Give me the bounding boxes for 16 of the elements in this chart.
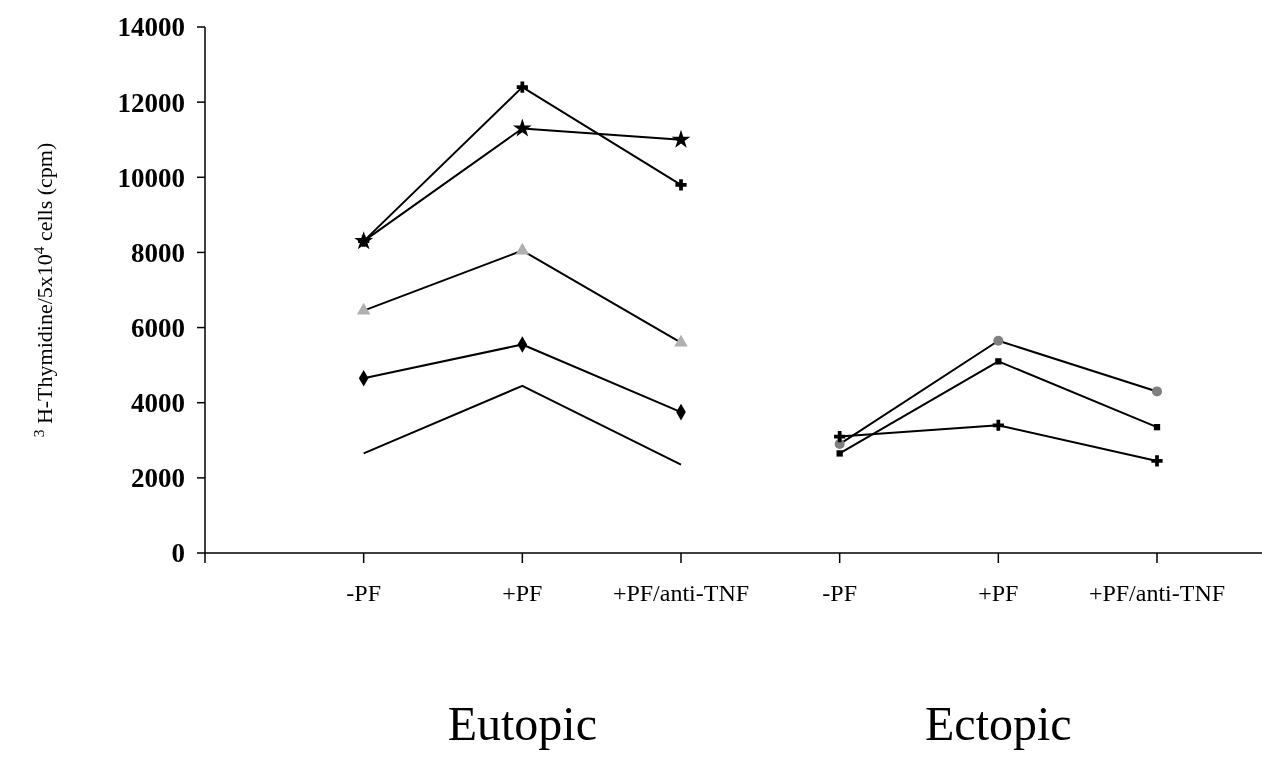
text: Ectopic bbox=[925, 697, 1072, 750]
x-tick-label: -PF bbox=[346, 580, 382, 607]
x-tick-label: -PF bbox=[822, 580, 858, 607]
y-tick-label: 6000 bbox=[131, 313, 185, 344]
text: Eutopic bbox=[447, 697, 597, 750]
y-tick-label: 10000 bbox=[117, 162, 185, 193]
y-tick-label: 12000 bbox=[117, 87, 185, 118]
x-tick-label: +PF bbox=[978, 580, 1019, 607]
x-tick-label: +PF/anti-TNF bbox=[612, 580, 750, 607]
y-tick-label: 8000 bbox=[131, 237, 185, 268]
x-tick-label: +PF bbox=[502, 580, 543, 607]
x-tick-label: +PF/anti-TNF bbox=[1088, 580, 1226, 607]
y-tick-label: 2000 bbox=[131, 463, 185, 494]
y-tick-label: 4000 bbox=[131, 388, 185, 419]
y-tick-label: 0 bbox=[171, 538, 185, 569]
y-tick-label: 14000 bbox=[117, 12, 185, 43]
